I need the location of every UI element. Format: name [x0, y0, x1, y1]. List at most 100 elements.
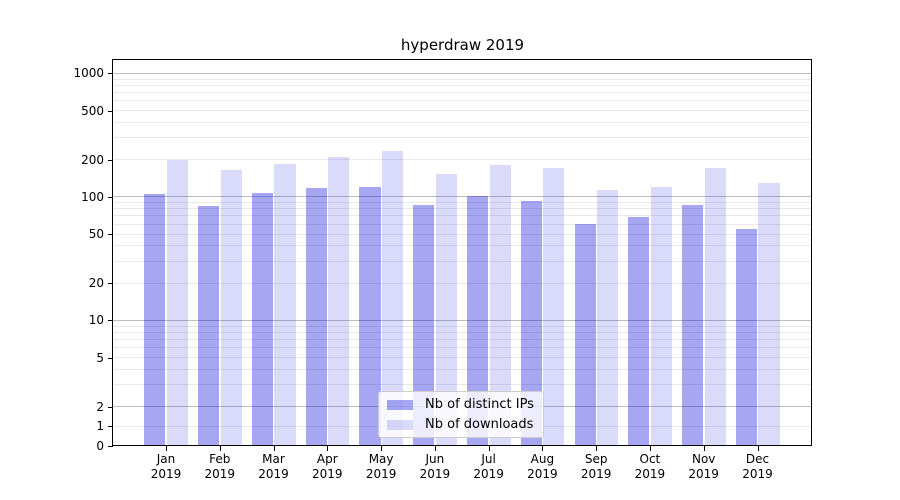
bar-downloads-jun	[435, 173, 457, 445]
x-tick	[166, 445, 167, 451]
gridline-minor	[113, 100, 811, 102]
y-tick-label: 50	[88, 227, 104, 241]
gridline-minor	[113, 357, 811, 358]
x-tick-label: Apr 2019	[312, 452, 343, 481]
bar-downloads-aug	[543, 168, 565, 445]
gridline-minor	[113, 368, 811, 370]
x-tick	[596, 445, 598, 451]
x-tick	[542, 445, 544, 451]
y-tick	[108, 357, 113, 359]
gridline-minor	[113, 223, 811, 225]
gridline-major	[113, 319, 811, 321]
gridline-minor	[113, 347, 811, 349]
bar-ips-may	[359, 186, 381, 445]
gridline-minor	[113, 282, 811, 284]
y-tick	[108, 196, 113, 198]
x-tick	[649, 445, 651, 451]
gridline-minor	[113, 215, 811, 217]
x-tick-label: Dec 2019	[742, 452, 773, 481]
bar-downloads-mar	[274, 163, 296, 445]
bar-downloads-apr	[328, 157, 350, 445]
legend-swatch-distinct-ips	[387, 399, 413, 410]
plot-area	[113, 60, 811, 445]
gridline-minor	[113, 78, 811, 80]
y-tick	[108, 406, 113, 408]
x-tick-label: Jan 2019	[150, 452, 182, 481]
x-tick	[381, 445, 383, 451]
gridline-minor	[113, 137, 811, 139]
x-tick-label: Mar 2019	[258, 452, 289, 481]
x-tick	[703, 445, 705, 451]
gridline-minor	[113, 331, 811, 333]
x-tick-label: Feb 2019	[204, 452, 236, 481]
x-tick	[327, 445, 329, 451]
x-tick-label: May 2019	[365, 452, 397, 481]
gridline-minor	[113, 159, 811, 161]
bar-downloads-jan	[166, 159, 189, 445]
bar-ips-feb	[198, 205, 220, 445]
x-tick	[488, 445, 490, 451]
gridline-major	[113, 196, 811, 198]
gridline-major	[113, 72, 811, 74]
bar-ips-apr	[305, 187, 327, 445]
y-tick-label: 500	[81, 103, 104, 118]
gridline-minor	[113, 260, 811, 262]
y-tick-label: 1	[96, 419, 104, 434]
chart-title: hyperdraw 2019	[400, 36, 525, 54]
y-tick-label: 0	[96, 438, 104, 453]
x-tick-label: Jun 2019	[419, 452, 451, 481]
bar-ips-sep	[574, 223, 596, 445]
y-tick	[108, 159, 113, 161]
gridline-minor	[113, 233, 811, 235]
bar-ips-jun	[413, 205, 435, 445]
y-tick	[108, 234, 113, 235]
legend-label-downloads: Nb of downloads	[425, 417, 534, 432]
bar-ips-mar	[251, 192, 273, 445]
y-tick-label: 5	[96, 350, 104, 365]
x-tick-label: Oct 2019	[634, 452, 666, 481]
gridline-minor	[113, 110, 811, 111]
y-tick-label: 1000	[73, 66, 104, 81]
legend-label-distinct-ips: Nb of distinct IPs	[425, 397, 534, 412]
bar-ips-oct	[628, 217, 650, 445]
y-tick-label: 20	[88, 276, 104, 291]
x-tick	[757, 445, 759, 451]
bar-downloads-dec	[758, 183, 780, 445]
x-tick	[434, 445, 436, 451]
bar-downloads-feb	[220, 170, 242, 445]
bar-downloads-oct	[650, 186, 672, 445]
gridline-minor	[113, 208, 811, 210]
x-tick	[219, 445, 221, 451]
gridline-minor	[113, 202, 811, 203]
legend-item-downloads: Nb of downloads	[379, 417, 543, 432]
legend-item-distinct-ips: Nb of distinct IPs	[379, 397, 543, 412]
bar-ips-aug	[520, 201, 542, 445]
y-tick-label: 100	[81, 189, 104, 204]
bar-downloads-sep	[597, 189, 619, 445]
gridline-minor	[113, 91, 811, 93]
y-tick	[108, 283, 113, 285]
x-tick-label: Aug 2019	[527, 452, 558, 481]
gridline-minor	[113, 121, 811, 123]
bar-ips-nov	[682, 205, 704, 445]
bar-ips-jan	[144, 194, 166, 445]
x-tick-label: Nov 2019	[688, 452, 719, 481]
bar-downloads-nov	[704, 167, 726, 445]
y-tick	[108, 110, 113, 112]
legend: Nb of distinct IPs Nb of downloads	[378, 391, 544, 438]
y-tick	[108, 445, 113, 447]
gridline-minor	[113, 245, 811, 247]
x-tick	[273, 445, 275, 451]
y-tick-label: 200	[81, 152, 104, 167]
gridline-minor	[113, 84, 811, 86]
y-tick	[108, 73, 113, 75]
legend-swatch-downloads	[387, 419, 413, 430]
bar-downloads-may	[382, 150, 404, 445]
y-tick	[108, 426, 113, 428]
gridline-minor	[113, 325, 811, 327]
y-tick	[108, 320, 113, 322]
x-tick-label: Sep 2019	[580, 452, 612, 481]
y-tick-label: 2	[96, 399, 104, 414]
gridline-minor	[113, 384, 811, 386]
